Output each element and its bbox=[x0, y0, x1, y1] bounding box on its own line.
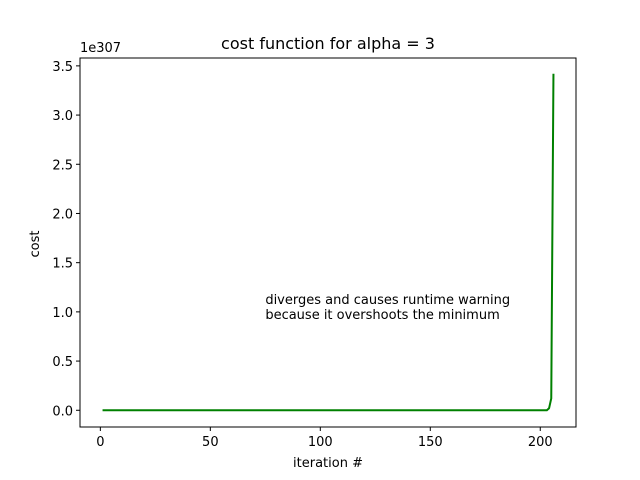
y-tick-label: 2.5 bbox=[52, 158, 73, 173]
y-tick-label: 3.5 bbox=[52, 60, 73, 75]
x-tick-label: 150 bbox=[418, 435, 443, 450]
axes-frame bbox=[79, 57, 577, 428]
y-tick-label: 0.0 bbox=[52, 404, 73, 419]
y-tick-label: 1.5 bbox=[52, 257, 73, 272]
y-tick-label: 3.0 bbox=[52, 109, 73, 124]
x-tick-label: 0 bbox=[96, 435, 104, 450]
annotation-text: diverges and causes runtime warning beca… bbox=[265, 293, 514, 323]
y-axis-label: cost bbox=[28, 231, 43, 258]
x-tick-label: 100 bbox=[308, 435, 333, 450]
y-scale-label: 1e307 bbox=[80, 41, 121, 56]
plot-area: 0 50 100 150 200 0.0 0.5 1.0 1.5 2.0 2.5 3.0 3.5 bbox=[52, 57, 577, 450]
series-line-1 bbox=[102, 73, 555, 412]
y-tick-label: 2.0 bbox=[52, 207, 73, 222]
annotation-line-1: diverges and causes runtime warning bbox=[265, 293, 510, 308]
chart-title: cost function for alpha = 3 bbox=[221, 34, 435, 53]
x-tick-label: 50 bbox=[202, 435, 219, 450]
y-tick-label: 1.0 bbox=[52, 306, 73, 321]
y-tick-label: 0.5 bbox=[52, 355, 73, 370]
x-tick-label: 200 bbox=[528, 435, 553, 450]
x-axis-label: iteration # bbox=[293, 456, 363, 471]
annotation-line-2: because it overshoots the minimum bbox=[265, 308, 499, 323]
